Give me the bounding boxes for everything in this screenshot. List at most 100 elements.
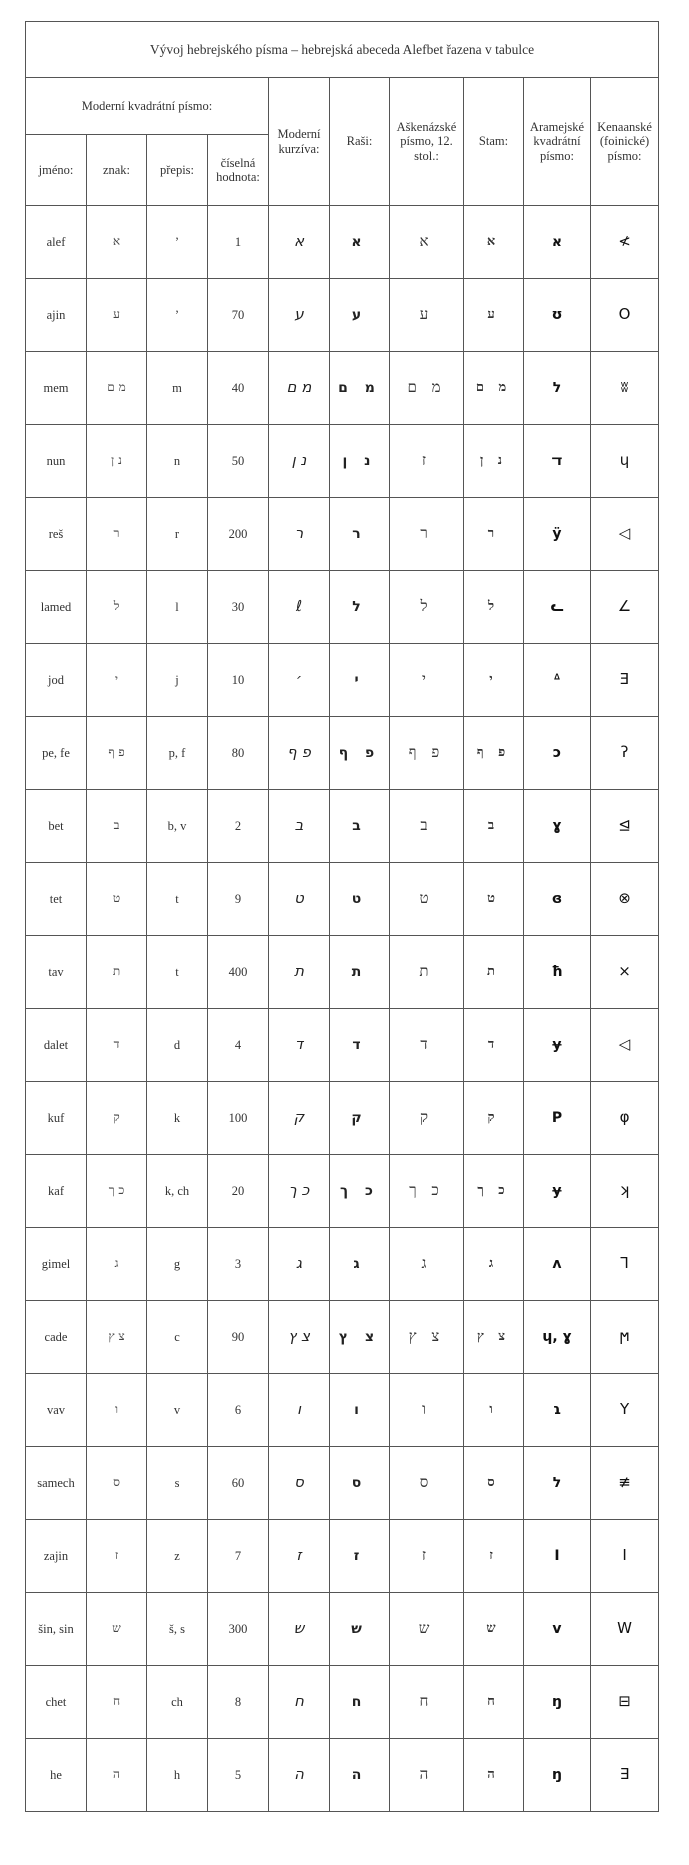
transcription: z [146,1519,208,1593]
numeric-value: 100 [207,1081,269,1155]
stam-glyph: נ ן [463,424,524,498]
cursive-glyph: ׳ [268,643,330,717]
aramaic-glyph: ɿ [523,1373,591,1447]
letter-name: nun [25,424,87,498]
rashi-glyph: ג [329,1227,390,1301]
rashi-glyph: ר [329,497,390,571]
table-row: lamed ל l 30 ℓ ל ל ל ᓚ ∠ [25,570,660,644]
rashi-glyph: צ ץ [329,1300,390,1374]
letter-name: reš [25,497,87,571]
stam-glyph: ר [463,497,524,571]
ashkenazi-glyph: ו [389,1373,464,1447]
letter-sign: פ ף [86,716,147,790]
stam-glyph: ת [463,935,524,1009]
cursive-glyph: ד [268,1008,330,1082]
letter-name: dalet [25,1008,87,1082]
letter-name: pe, fe [25,716,87,790]
header-stam: Stam: [463,77,524,206]
ashkenazi-glyph: ט [389,862,464,936]
stam-glyph: ע [463,278,524,352]
cursive-glyph: ח [268,1665,330,1739]
ashkenazi-glyph: ג [389,1227,464,1301]
numeric-value: 50 [207,424,269,498]
letter-sign: ו [86,1373,147,1447]
numeric-value: 40 [207,351,269,425]
numeric-value: 20 [207,1154,269,1228]
stam-glyph: ג [463,1227,524,1301]
cursive-glyph: ז [268,1519,330,1593]
aramaic-glyph: ŋ [523,1665,591,1739]
numeric-value: 10 [207,643,269,717]
aramaic-glyph: ʌ [523,1227,591,1301]
stam-glyph: צ ץ [463,1300,524,1374]
transcription: g [146,1227,208,1301]
rashi-glyph: ד [329,1008,390,1082]
aramaic-glyph: א [523,205,591,279]
stam-glyph: מ ם [463,351,524,425]
letter-sign: ר [86,497,147,571]
table-title: Vývoj hebrejského písma – hebrejská abec… [24,21,660,78]
numeric-value: 30 [207,570,269,644]
cursive-glyph: כ ך [268,1154,330,1228]
transcription: b, v [146,789,208,863]
numeric-value: 90 [207,1300,269,1374]
letter-sign: ט [86,862,147,936]
ashkenazi-glyph: י [389,643,464,717]
letter-name: zajin [25,1519,87,1593]
aramaic-glyph: ל [523,351,591,425]
ashkenazi-glyph: ה [389,1738,464,1812]
numeric-value: 70 [207,278,269,352]
numeric-value: 8 [207,1665,269,1739]
letter-name: cade [25,1300,87,1374]
table-row: gimel ג g 3 ג ג ג ג ʌ ⅂ [25,1227,660,1301]
rashi-glyph: פ ף [329,716,390,790]
header-cursive: Moderní kurzíva: [268,77,330,206]
aramaic-glyph: ħ [523,935,591,1009]
cursive-glyph: ס [268,1446,330,1520]
ashkenazi-glyph: א [389,205,464,279]
table-row: tet ט t 9 ט ט ט ט ɞ ⊗ [25,862,660,936]
header-ashkenazi: Aškenázské písmo, 12. stol.: [389,77,464,206]
letter-sign: ש [86,1592,147,1666]
rashi-glyph: ק [329,1081,390,1155]
ashkenazi-glyph: כ ך [389,1154,464,1228]
header-transcription: přepis: [146,134,208,206]
cursive-glyph: ר [268,497,330,571]
letter-sign: מ ם [86,351,147,425]
ashkenazi-glyph: ז [389,424,464,498]
rashi-glyph: כ ך [329,1154,390,1228]
numeric-value: 1 [207,205,269,279]
letter-name: kaf [25,1154,87,1228]
letter-name: tav [25,935,87,1009]
cursive-glyph: ת [268,935,330,1009]
letter-sign: ב [86,789,147,863]
letter-name: alef [25,205,87,279]
transcription: k, ch [146,1154,208,1228]
aramaic-glyph: ɞ [523,862,591,936]
cursive-glyph: ש [268,1592,330,1666]
numeric-value: 6 [207,1373,269,1447]
rashi-glyph: ז [329,1519,390,1593]
rashi-glyph: א [329,205,390,279]
canaanite-glyph: ʞ [589,1154,660,1228]
ashkenazi-glyph: ת [389,935,464,1009]
letter-name: bet [25,789,87,863]
aramaic-glyph: ɣ [523,789,591,863]
stam-glyph: כ ך [463,1154,524,1228]
stam-glyph: ז [463,1519,524,1593]
cursive-glyph: ט [268,862,330,936]
stam-glyph: ס [463,1446,524,1520]
aramaic-glyph: I [523,1519,591,1593]
cursive-glyph: נ ן [268,424,330,498]
canaanite-glyph: × [589,935,660,1009]
cursive-glyph: מ ם [268,351,330,425]
header-sign: znak: [86,134,147,206]
table-row: jod י j 10 ׳ י י י ᐞ Ǝ [25,643,660,717]
canaanite-glyph: ≢ [589,1446,660,1520]
numeric-value: 4 [207,1008,269,1082]
table-row: vav ו v 6 ו ו ו ו ɿ Y [25,1373,660,1447]
aramaic-glyph: v [523,1592,591,1666]
aramaic-glyph: ל [523,1446,591,1520]
